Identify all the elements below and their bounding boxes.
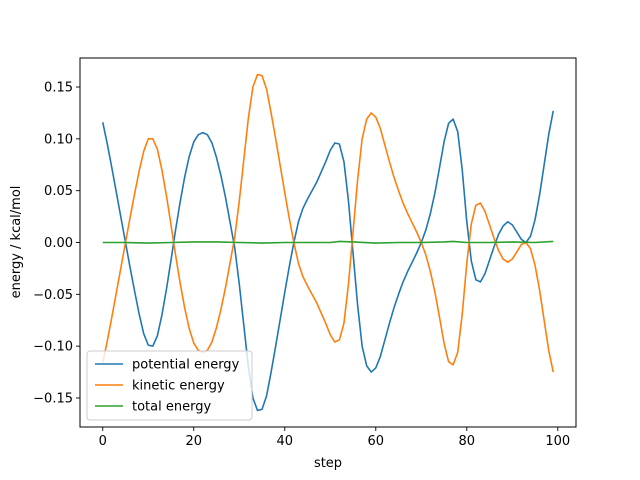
- legend-label: kinetic energy: [132, 379, 225, 394]
- legend-label: total energy: [132, 400, 211, 415]
- x-tick-label: 100: [545, 434, 570, 449]
- legend-box: [86, 350, 253, 421]
- series-line-1: [101, 73, 555, 373]
- x-axis-ticks: 0 20 40 60 80 100: [99, 427, 570, 449]
- y-tick-label: 0.10: [44, 132, 73, 147]
- series-line-0: [101, 110, 555, 412]
- series-line-2: [102, 240, 554, 244]
- x-tick-label: 20: [185, 434, 202, 449]
- x-tick-label: 0: [99, 434, 107, 449]
- y-tick-label: −0.05: [33, 288, 73, 303]
- legend: potential energy kinetic energy total ener…: [86, 350, 253, 421]
- y-tick-label: −0.15: [33, 391, 73, 406]
- x-tick-label: 40: [276, 434, 293, 449]
- x-tick-label: 60: [368, 434, 385, 449]
- y-axis-label: energy / kcal/mol: [9, 186, 24, 299]
- plot-lines: [101, 73, 555, 412]
- legend-label: potential energy: [132, 358, 240, 373]
- y-tick-label: −0.10: [33, 340, 73, 355]
- y-tick-label: 0.15: [44, 81, 73, 96]
- y-tick-label: 0.05: [44, 184, 73, 199]
- y-axis-ticks: −0.15 −0.10 −0.05 0.00 0.05 0.10 0.15: [33, 81, 80, 406]
- x-axis-label: step: [314, 456, 342, 471]
- y-tick-label: 0.00: [44, 236, 73, 251]
- x-tick-label: 80: [459, 434, 476, 449]
